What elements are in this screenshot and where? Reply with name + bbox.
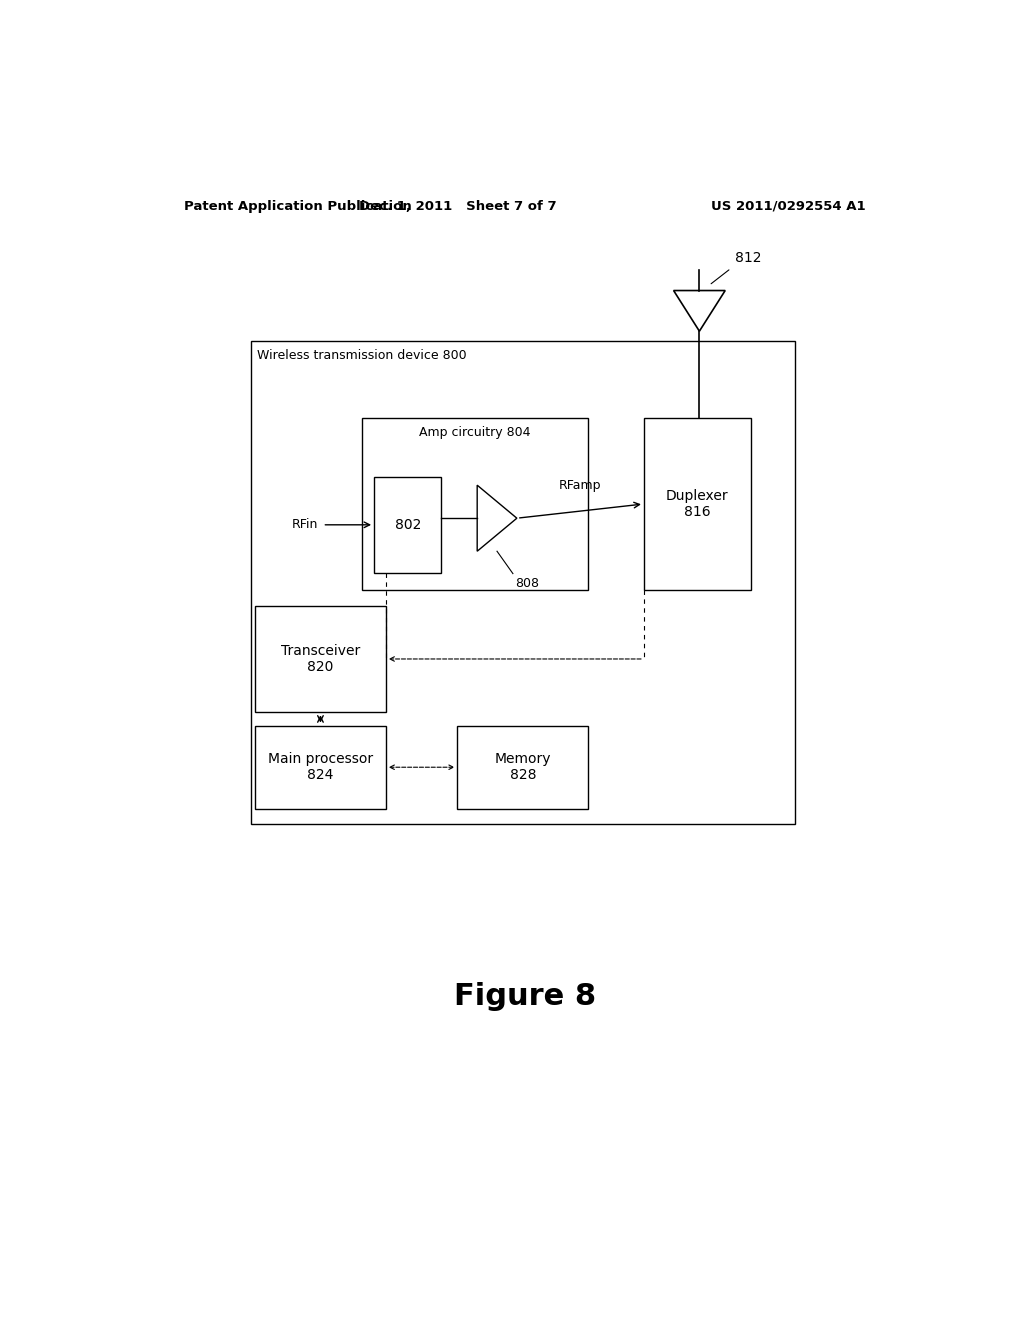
Bar <box>362 417 588 590</box>
Text: Amp circuitry 804: Amp circuitry 804 <box>420 426 531 438</box>
Text: RFamp: RFamp <box>559 479 602 492</box>
Bar <box>458 726 588 809</box>
Bar <box>251 342 795 824</box>
Bar <box>255 606 386 713</box>
Text: Dec. 1, 2011   Sheet 7 of 7: Dec. 1, 2011 Sheet 7 of 7 <box>358 199 556 213</box>
Text: Patent Application Publication: Patent Application Publication <box>183 199 412 213</box>
Text: RFin: RFin <box>292 519 318 532</box>
Text: Figure 8: Figure 8 <box>454 982 596 1011</box>
Text: Transceiver
820: Transceiver 820 <box>281 644 360 675</box>
Polygon shape <box>477 486 517 552</box>
Text: Wireless transmission device 800: Wireless transmission device 800 <box>257 350 467 363</box>
Text: 802: 802 <box>394 517 421 532</box>
Polygon shape <box>674 290 725 331</box>
Text: 808: 808 <box>515 577 540 590</box>
Text: Duplexer
816: Duplexer 816 <box>666 488 729 519</box>
Text: 812: 812 <box>735 251 762 265</box>
Text: US 2011/0292554 A1: US 2011/0292554 A1 <box>712 199 866 213</box>
Bar <box>644 417 751 590</box>
Bar <box>374 477 441 573</box>
Text: Memory
828: Memory 828 <box>495 752 551 783</box>
Bar <box>255 726 386 809</box>
Text: Main processor
824: Main processor 824 <box>268 752 373 783</box>
